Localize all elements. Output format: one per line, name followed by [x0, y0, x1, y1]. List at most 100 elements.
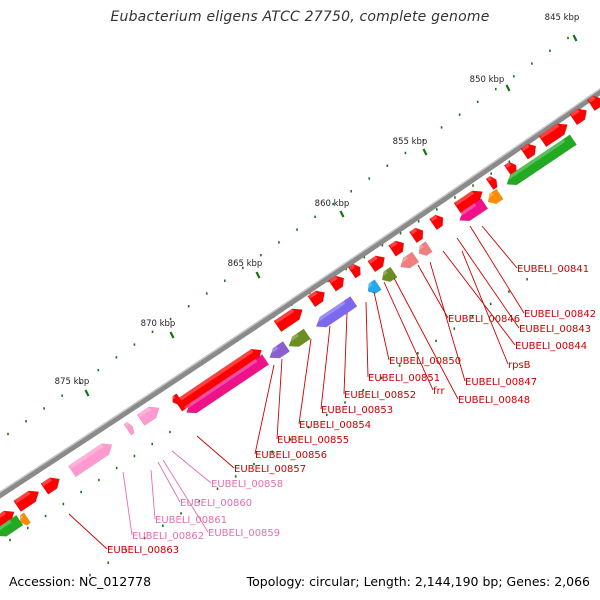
tick-marks: 845 kbp 850 kbp 855 kbp 860 kbp 865 kbp 870 k…: [55, 13, 579, 397]
leader-line: [373, 291, 390, 361]
leader-line: [393, 277, 459, 400]
guide-dot: [508, 290, 510, 293]
gene-feature: [170, 393, 183, 405]
gene-label[interactable]: EUBELI_00855: [277, 435, 349, 446]
gene-feature: [365, 279, 382, 294]
guide-dot: [169, 317, 172, 321]
gene-label[interactable]: EUBELI_00843: [519, 324, 591, 335]
guide-dot: [404, 151, 407, 155]
gene-feature: [453, 190, 483, 215]
guide-dot: [435, 339, 437, 343]
gene-label[interactable]: EUBELI_00847: [465, 377, 537, 388]
gene-label[interactable]: EUBELI_00859: [208, 528, 280, 539]
gene-feature: [398, 251, 420, 269]
leader-line: [456, 237, 520, 329]
guide-dot: [115, 466, 118, 470]
gene-feature: [267, 341, 291, 359]
guide-dot: [386, 164, 389, 167]
leader-line: [343, 312, 348, 395]
leader-line: [429, 261, 466, 382]
gene-label[interactable]: EUBELI_00863: [107, 545, 179, 556]
gene-label[interactable]: EUBELI_00842: [524, 309, 596, 320]
gene-label[interactable]: EUBELI_00861: [155, 515, 227, 526]
guide-dot: [271, 450, 273, 453]
tick-label: 860 kbp: [315, 199, 350, 209]
gene-label[interactable]: EUBELI_00853: [321, 405, 393, 416]
gene-label[interactable]: EUBELI_00857: [234, 464, 306, 475]
gene-feature: [18, 512, 32, 526]
guide-dot: [260, 253, 262, 257]
guide-dot: [368, 177, 371, 180]
leader-line: [122, 471, 133, 536]
gene-label[interactable]: EUBELI_00850: [389, 356, 461, 367]
guide-dot: [526, 278, 528, 281]
guide-dot: [242, 266, 244, 270]
guide-dot: [422, 138, 425, 142]
guide-dot: [471, 315, 474, 318]
guide-dot: [198, 499, 201, 503]
leader-line: [383, 281, 434, 391]
gene-label[interactable]: EUBELI_00851: [368, 373, 440, 384]
gene-label[interactable]: EUBELI_00846: [448, 314, 520, 325]
guide-dot: [80, 490, 82, 494]
guide-dot: [25, 420, 27, 423]
guide-dot: [9, 538, 11, 542]
guide-dot: [216, 487, 219, 490]
guide-dot: [489, 302, 492, 306]
guide-dot: [115, 356, 118, 359]
guide-dot: [350, 190, 353, 193]
guide-dot: [180, 512, 182, 515]
gene-feature: [313, 296, 358, 328]
guide-dot: [314, 215, 316, 219]
gene-feature: [416, 241, 433, 256]
guide-dot: [43, 407, 45, 410]
guide-dot: [345, 267, 347, 271]
gene-label[interactable]: EUBELI_00841: [517, 264, 589, 275]
gene-feature: [538, 123, 568, 148]
guide-dot: [205, 292, 208, 295]
leader-line: [150, 469, 156, 520]
gene-label[interactable]: EUBELI_00848: [458, 395, 530, 406]
leader-line: [171, 450, 212, 484]
guide-dot: [26, 526, 29, 530]
dotted-guide-arcs: [7, 36, 600, 577]
gene-label[interactable]: EUBELI_00860: [180, 498, 252, 509]
tick-label: 850 kbp: [470, 75, 505, 85]
guide-dot: [494, 87, 497, 91]
gene-feature: [273, 308, 303, 333]
topology-summary: Topology: circular; Length: 2,144,190 bp…: [246, 574, 590, 589]
guide-dot: [133, 454, 136, 458]
tick-mark: [255, 271, 261, 279]
guide-dot: [381, 244, 384, 247]
guide-dot: [399, 232, 402, 235]
gene-feature: [504, 134, 577, 186]
guide-dot: [79, 381, 82, 385]
tick-mark: [84, 389, 90, 397]
guide-dot: [307, 425, 310, 429]
leader-line: [276, 358, 283, 440]
gene-label[interactable]: EUBELI_00854: [299, 420, 371, 431]
leader-line: [461, 250, 509, 365]
gene-label[interactable]: EUBELI_00852: [344, 390, 416, 401]
leader-line: [365, 301, 369, 378]
gene-feature: [428, 214, 444, 231]
gene-label[interactable]: EUBELI_00862: [132, 531, 204, 542]
gene-label[interactable]: EUBELI_00856: [255, 450, 327, 461]
gene-feature: [485, 175, 498, 191]
leader-line: [442, 250, 516, 346]
gene-feature: [586, 95, 600, 112]
leader-line: [481, 225, 518, 269]
leader-line: [417, 264, 449, 319]
guide-dot: [143, 536, 146, 540]
guide-dot: [107, 561, 110, 564]
guide-dot: [513, 75, 515, 78]
tick-mark: [572, 34, 578, 42]
tick-label: 870 kbp: [141, 319, 176, 329]
gene-label[interactable]: rpsB: [508, 360, 531, 371]
guide-dot: [544, 265, 547, 269]
gene-label[interactable]: EUBELI_00858: [211, 479, 283, 490]
gene-feature: [328, 275, 345, 292]
gene-label[interactable]: frr: [433, 386, 445, 397]
gene-label[interactable]: EUBELI_00844: [515, 341, 587, 352]
